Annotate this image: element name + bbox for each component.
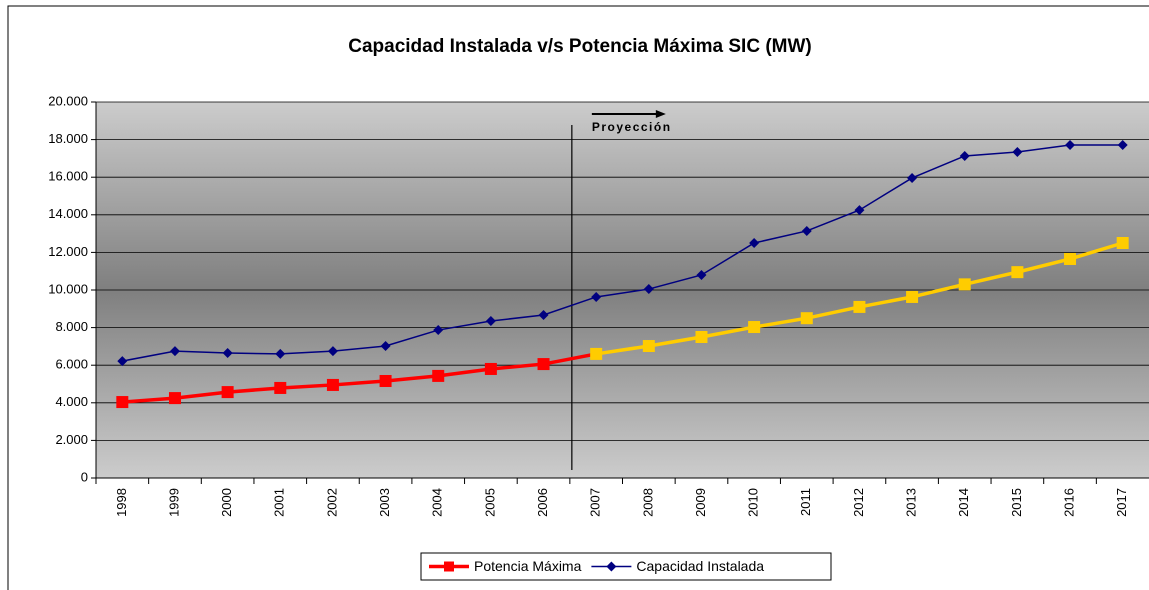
x-tick-label: 2009: [693, 488, 708, 517]
point: [274, 381, 287, 394]
point: [590, 347, 603, 360]
point: [484, 362, 497, 375]
point: [538, 310, 549, 321]
x-tick-label: 2012: [851, 488, 866, 517]
point: [222, 347, 233, 358]
y-tick-label: 4.000: [55, 394, 88, 409]
point: [853, 300, 866, 313]
x-tick-label: 2006: [535, 488, 550, 517]
point: [906, 290, 919, 303]
point: [959, 150, 970, 161]
point: [800, 312, 813, 325]
y-tick-label: 12.000: [48, 244, 88, 259]
y-tick-label: 18.000: [48, 131, 88, 146]
point: [433, 325, 444, 336]
x-tick-label: 2000: [219, 488, 234, 517]
point: [695, 331, 708, 343]
point: [168, 392, 181, 405]
point: [748, 321, 761, 334]
point: [1116, 237, 1129, 249]
point: [116, 396, 129, 409]
y-tick-label: 10.000: [48, 281, 88, 296]
point: [642, 340, 655, 353]
y-tick-label: 8.000: [55, 319, 88, 334]
x-tick-label: 2007: [588, 488, 603, 517]
point: [591, 291, 602, 302]
point: [1064, 252, 1077, 265]
point: [749, 238, 760, 248]
point: [1012, 147, 1023, 158]
point: [326, 378, 339, 391]
point: [1117, 140, 1128, 151]
y-tick-label: 0: [81, 469, 88, 484]
x-tick-label: 2016: [1061, 488, 1076, 517]
y-tick-label: 14.000: [48, 206, 88, 221]
point: [432, 369, 445, 382]
x-tick-label: 2015: [1009, 488, 1024, 517]
x-tick-label: 2002: [324, 488, 339, 517]
point: [380, 341, 391, 352]
point: [696, 269, 707, 280]
legend-label: Capacidad Instalada: [636, 558, 764, 574]
point: [327, 346, 338, 357]
chart-title: Capacidad Instalada v/s Potencia Máxima …: [348, 36, 812, 57]
point: [1065, 140, 1076, 151]
projection-label: Proyección: [592, 120, 672, 134]
x-tick-label: 1999: [166, 488, 181, 517]
x-tick-label: 2014: [956, 488, 971, 517]
point: [1011, 266, 1024, 279]
y-tick-label: 20.000: [48, 93, 88, 108]
point: [854, 205, 865, 216]
x-tick-label: 2005: [482, 488, 497, 517]
point: [537, 358, 550, 371]
x-tick-label: 2013: [904, 488, 919, 517]
point: [169, 346, 180, 357]
line: [122, 352, 597, 404]
point: [801, 225, 812, 236]
y-tick-label: 6.000: [55, 357, 88, 372]
point: [907, 172, 918, 183]
x-tick-label: 1998: [114, 488, 129, 517]
y-tick-label: 16.000: [48, 169, 88, 184]
point: [117, 356, 128, 367]
x-tick-label: 2008: [640, 488, 655, 517]
x-tick-label: 2011: [798, 488, 813, 516]
point: [379, 374, 392, 387]
legend-label: Potencia Máxima: [474, 558, 582, 574]
x-tick-label: 2003: [377, 488, 392, 517]
projection-arrowhead: [655, 110, 666, 118]
y-tick-label: 2.000: [55, 432, 88, 447]
x-tick-label: 2001: [272, 488, 287, 517]
point: [958, 278, 971, 291]
point: [275, 348, 286, 359]
line: [122, 144, 1123, 362]
x-tick-label: 2017: [1114, 488, 1129, 517]
point: [221, 386, 234, 399]
x-tick-label: 2010: [746, 488, 761, 517]
legend-marker: [606, 561, 617, 572]
point: [643, 284, 654, 295]
x-tick-label: 2004: [430, 488, 445, 517]
point: [485, 316, 496, 327]
legend-marker: [444, 561, 454, 572]
